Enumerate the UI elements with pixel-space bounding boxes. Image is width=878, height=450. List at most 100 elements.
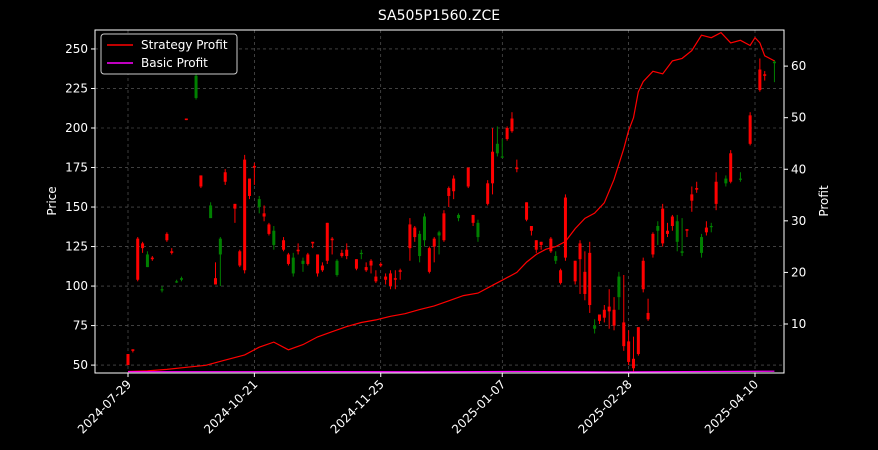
- candle-body: [641, 260, 645, 290]
- candle-body: [311, 241, 315, 244]
- candle-body: [466, 167, 470, 187]
- candle-body: [179, 278, 183, 280]
- candle-body: [345, 249, 349, 257]
- candle-body: [763, 74, 767, 76]
- candle-body: [364, 267, 368, 271]
- candle-body: [534, 240, 538, 250]
- candle-body: [418, 233, 422, 257]
- candle-body: [646, 312, 650, 320]
- y-tick-label: 75: [73, 319, 88, 333]
- candle-body: [150, 257, 154, 260]
- candle-body: [612, 309, 616, 326]
- candle-body: [388, 273, 392, 287]
- candle-body: [257, 199, 261, 208]
- y-axis-label: Price: [45, 186, 59, 215]
- candle-body: [500, 156, 504, 158]
- candle-body: [714, 181, 718, 204]
- candle-body: [320, 265, 324, 271]
- candle-body: [748, 115, 752, 144]
- candle-body: [199, 175, 203, 187]
- candle-body: [301, 260, 305, 264]
- candle-body: [666, 230, 670, 234]
- basic-profit-line: [128, 370, 775, 373]
- candle-body: [262, 213, 266, 217]
- candle-body: [335, 260, 339, 275]
- candle-body: [685, 229, 689, 231]
- candle-body: [432, 238, 436, 247]
- candle-body: [661, 208, 665, 244]
- candle-body: [631, 358, 635, 369]
- y-axis-right: 10 20 30 40 50 60: [784, 59, 806, 331]
- legend-box: [100, 33, 238, 75]
- candle-body: [141, 243, 145, 249]
- candle-body: [525, 202, 529, 220]
- candle-body: [223, 172, 227, 182]
- candle-body: [296, 249, 300, 252]
- y-tick-label: 150: [65, 200, 88, 214]
- candle-body: [709, 226, 713, 228]
- candle-body: [427, 248, 431, 272]
- candle-body: [607, 306, 611, 312]
- candle-body: [233, 203, 237, 209]
- candle-body: [359, 252, 363, 255]
- y2-tick-label: 30: [791, 214, 806, 228]
- candle-body: [622, 322, 626, 347]
- candle-body: [602, 309, 606, 318]
- candle-body: [578, 243, 582, 260]
- strategy-profit-line: [127, 31, 775, 373]
- candle-body: [651, 233, 655, 255]
- candle-body: [452, 178, 456, 192]
- candle-body: [695, 188, 699, 190]
- candle-body: [238, 251, 242, 266]
- y2-tick-label: 40: [791, 162, 806, 176]
- candle-body: [704, 227, 708, 233]
- candle-body: [656, 226, 660, 231]
- candle-body: [563, 197, 567, 258]
- y-tick-label: 50: [73, 358, 88, 372]
- candle-body: [486, 183, 490, 204]
- candle-body: [588, 252, 592, 306]
- candle-body: [510, 118, 514, 132]
- y2-tick-label: 60: [791, 59, 806, 73]
- candle-body: [126, 354, 130, 366]
- y-tick-label: 250: [65, 42, 88, 56]
- candle-body: [559, 270, 563, 283]
- chart-title: SA505P1560.ZCE: [378, 8, 500, 24]
- candle-body: [471, 214, 475, 223]
- legend-label-strategy: Strategy Profit: [141, 38, 228, 52]
- candle-body: [282, 240, 286, 250]
- candle-body: [447, 188, 451, 196]
- candle-body: [573, 260, 577, 282]
- y-tick-label: 125: [65, 240, 88, 254]
- candle-body: [617, 276, 621, 298]
- y2-tick-label: 50: [791, 111, 806, 125]
- candle-body: [131, 349, 135, 351]
- candle-body: [539, 241, 543, 245]
- candle-body: [636, 327, 640, 355]
- candle-body: [758, 69, 762, 91]
- candle-body: [218, 238, 222, 255]
- y-tick-label: 100: [65, 279, 88, 293]
- y-tick-label: 200: [65, 121, 88, 135]
- candle-body: [267, 224, 271, 234]
- candle-body: [529, 226, 533, 231]
- y2-axis-label: Profit: [817, 185, 831, 217]
- candle-body: [476, 222, 480, 238]
- candle-body: [700, 237, 704, 253]
- candle-body: [330, 238, 334, 241]
- y-tick-label: 225: [65, 81, 88, 95]
- candle-body: [680, 251, 684, 253]
- candle-body: [422, 216, 426, 241]
- legend: Strategy Profit Basic Profit: [100, 33, 238, 75]
- candle-body: [248, 178, 252, 196]
- candle-body: [272, 230, 276, 245]
- profit-lines: [127, 31, 775, 373]
- candle-body: [286, 254, 290, 264]
- candle-body: [597, 314, 601, 321]
- candle-body: [442, 213, 446, 241]
- candle-body: [729, 153, 733, 182]
- candle-body: [413, 227, 417, 238]
